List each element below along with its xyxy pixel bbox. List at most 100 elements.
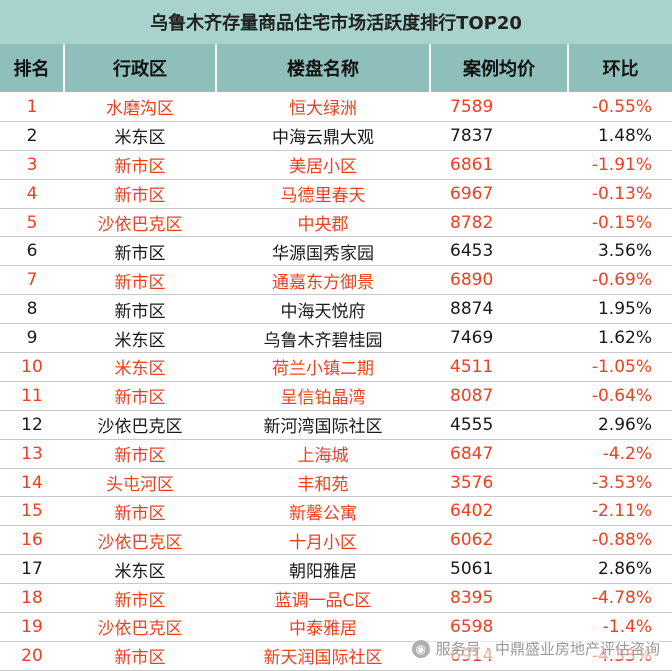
cell-rank: 13 (0, 439, 64, 469)
cell-project-name: 美居小区 (216, 150, 430, 180)
cell-rank: 19 (0, 612, 64, 642)
table-row: 16 沙依巴克区 十月小区 6062 -0.88% (0, 525, 672, 556)
cell-district: 头屯河区 (64, 468, 216, 498)
cell-project-name: 新天润国际社区 (216, 641, 430, 671)
cell-change: -4.2% (568, 439, 672, 469)
header-row: 排名 行政区 楼盘名称 案例均价 环比 (0, 44, 672, 93)
header-change: 环比 (568, 44, 672, 93)
table-row: 19 沙依巴克区 中泰雅居 6598 -1.4% (0, 612, 672, 642)
cell-district: 新市区 (64, 496, 216, 527)
cell-change: -2.11% (568, 496, 672, 527)
cell-avg-price: 4511 (430, 352, 568, 382)
cell-rank: 20 (0, 641, 64, 671)
cell-project-name: 恒大绿洲 (216, 92, 430, 122)
table-row: 13 新市区 上海城 6847 -4.2% (0, 439, 672, 469)
cell-avg-price: 6967 (430, 179, 568, 209)
cell-district: 新市区 (64, 641, 216, 671)
cell-district: 米东区 (64, 323, 216, 354)
table-row: 4 新市区 马德里春天 6967 -0.13% (0, 179, 672, 209)
cell-district: 水磨沟区 (64, 92, 216, 122)
cell-rank: 1 (0, 92, 64, 122)
cell-avg-price: 7837 (430, 121, 568, 151)
cell-change: 2.96% (568, 410, 672, 440)
cell-district: 沙依巴克区 (64, 208, 216, 238)
table-row: 15 新市区 新馨公寓 6402 -2.11% (0, 496, 672, 527)
cell-rank: 11 (0, 381, 64, 411)
cell-avg-price: 6847 (430, 439, 568, 469)
cell-change: -0.15% (568, 208, 672, 238)
header-district: 行政区 (64, 44, 217, 93)
table-row: 11 新市区 呈信铂晶湾 8087 -0.64% (0, 381, 672, 411)
cell-avg-price: 6402 (430, 496, 568, 527)
cell-change: -4.78% (568, 583, 672, 614)
cell-avg-price: 8087 (430, 381, 568, 411)
cell-avg-price: 6062 (430, 525, 568, 556)
table-row: 9 米东区 乌鲁木齐碧桂园 7469 1.62% (0, 323, 672, 354)
table-row: 2 米东区 中海云鼎大观 7837 1.48% (0, 121, 672, 151)
cell-change: -1.05% (568, 352, 672, 382)
cell-avg-price: 3576 (430, 468, 568, 498)
cell-avg-price: 8874 (430, 294, 568, 325)
cell-change: -0.55% (568, 92, 672, 122)
cell-project-name: 马德里春天 (216, 179, 430, 209)
cell-rank: 9 (0, 323, 64, 354)
table-row: 18 新市区 蓝调一品C区 8395 -4.78% (0, 583, 672, 614)
cell-rank: 17 (0, 554, 64, 585)
ranking-table: 排名 行政区 楼盘名称 案例均价 环比 1 水磨沟区 恒大绿洲 7589 -0.55% 2… (0, 44, 672, 671)
cell-rank: 16 (0, 525, 64, 556)
cell-change: 2.86% (568, 554, 672, 585)
cell-district: 新市区 (64, 150, 216, 180)
cell-rank: 2 (0, 121, 64, 151)
cell-avg-price: 4555 (430, 410, 568, 440)
cell-avg-price: 6598 (430, 612, 568, 642)
cell-rank: 7 (0, 265, 64, 296)
cell-project-name: 乌鲁木齐碧桂园 (216, 323, 430, 354)
cell-district: 新市区 (64, 294, 216, 325)
cell-project-name: 呈信铂晶湾 (216, 381, 430, 411)
table-row: 3 新市区 美居小区 6861 -1.91% (0, 150, 672, 180)
cell-change: -0.88% (568, 525, 672, 556)
cell-avg-price: 5061 (430, 554, 568, 585)
cell-district: 新市区 (64, 179, 216, 209)
cell-district: 新市区 (64, 439, 216, 469)
table-row: 17 米东区 朝阳雅居 5061 2.86% (0, 554, 672, 585)
table-row: 7 新市区 通嘉东方御景 6890 -0.69% (0, 265, 672, 296)
cell-project-name: 上海城 (216, 439, 430, 469)
table-title: 乌鲁木齐存量商品住宅市场活跃度排行TOP20 (0, 0, 672, 45)
cell-change: -3.53% (568, 468, 672, 498)
cell-district: 沙依巴克区 (64, 525, 216, 556)
cell-change: 3.56% (568, 236, 672, 267)
cell-project-name: 中央郡 (216, 208, 430, 238)
cell-rank: 6 (0, 236, 64, 267)
table-body: 1 水磨沟区 恒大绿洲 7589 -0.55% 2 米东区 中海云鼎大观 7837 1.48% 3 新… (0, 92, 672, 671)
cell-change: 1.62% (568, 323, 672, 354)
cell-project-name: 中海云鼎大观 (216, 121, 430, 151)
cell-rank: 5 (0, 208, 64, 238)
cell-avg-price: 8395 (430, 583, 568, 614)
cell-change: -1.91% (568, 150, 672, 180)
cell-project-name: 中泰雅居 (216, 612, 430, 642)
cell-district: 新市区 (64, 381, 216, 411)
table-row: 12 沙依巴克区 新河湾国际社区 4555 2.96% (0, 410, 672, 440)
cell-project-name: 蓝调一品C区 (216, 583, 430, 614)
cell-avg-price: 7469 (430, 323, 568, 354)
cell-change: -0.64% (568, 381, 672, 411)
cell-rank: 14 (0, 468, 64, 498)
cell-avg-price: 8782 (430, 208, 568, 238)
cell-avg-price: 6890 (430, 265, 568, 296)
cell-project-name: 新馨公寓 (216, 496, 430, 527)
table-row: 6 新市区 华源国秀家园 6453 3.56% (0, 236, 672, 267)
cell-project-name: 朝阳雅居 (216, 554, 430, 585)
cell-project-name: 新河湾国际社区 (216, 410, 430, 440)
cell-rank: 3 (0, 150, 64, 180)
table-row: 14 头屯河区 丰和苑 3576 -3.53% (0, 468, 672, 498)
header-avg-price: 案例均价 (430, 44, 569, 93)
cell-rank: 15 (0, 496, 64, 527)
cell-rank: 12 (0, 410, 64, 440)
cell-project-name: 中海天悦府 (216, 294, 430, 325)
cell-district: 米东区 (64, 554, 216, 585)
cell-district: 沙依巴克区 (64, 612, 216, 642)
cell-rank: 18 (0, 583, 64, 614)
cell-district: 新市区 (64, 236, 216, 267)
table-row: 10 米东区 荷兰小镇二期 4511 -1.05% (0, 352, 672, 382)
